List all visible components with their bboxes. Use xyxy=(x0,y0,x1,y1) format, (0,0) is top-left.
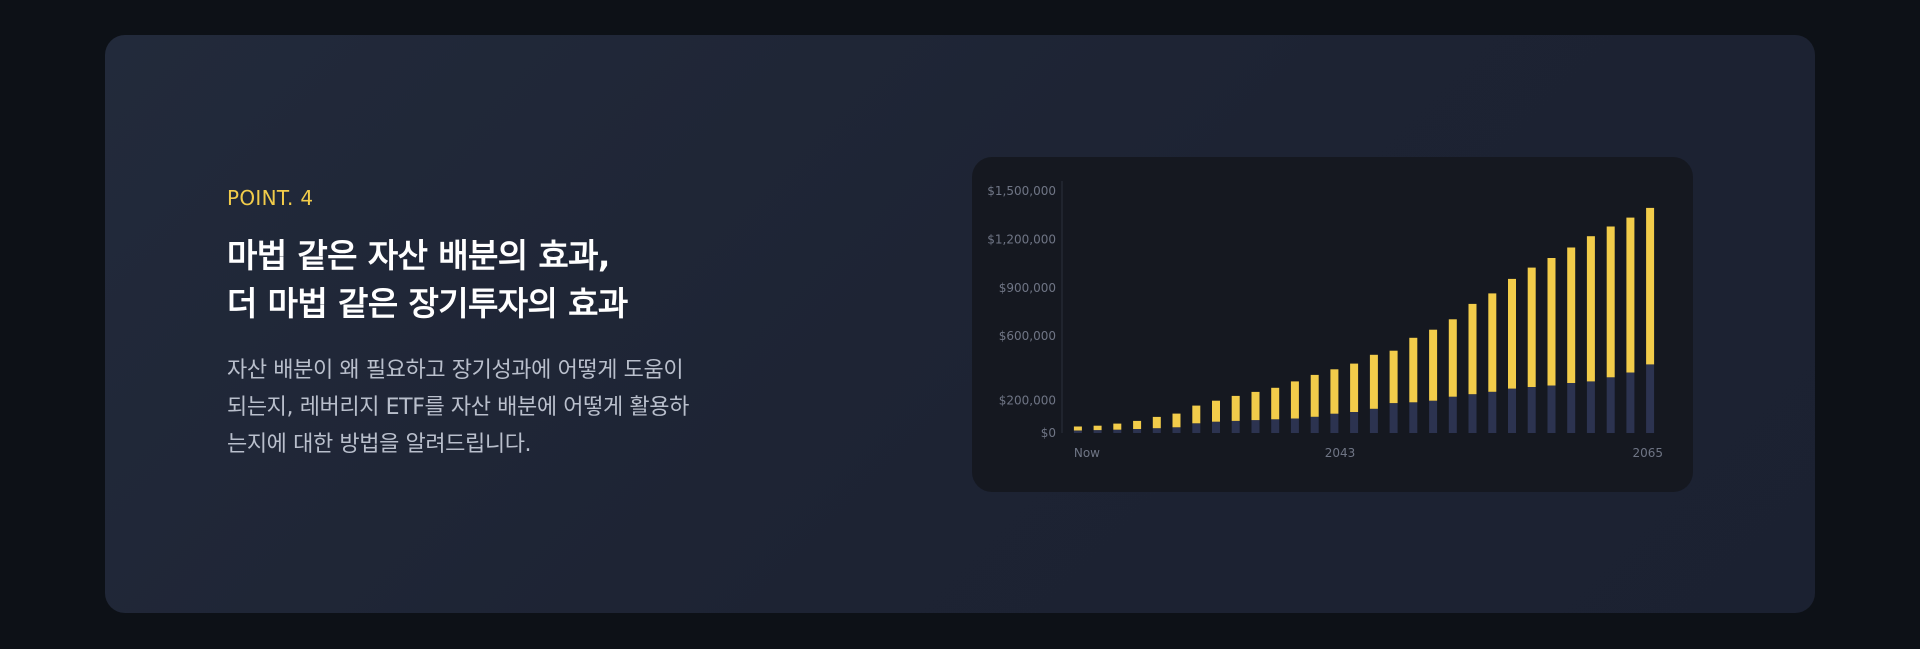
feature-text: POINT. 4 마법 같은 자산 배분의 효과, 더 마법 같은 장기투자의 … xyxy=(227,186,767,463)
bar-growth-segment xyxy=(1409,337,1418,403)
description-line-2: 되는지, 레버리지 ETF를 자산 배분에 어떻게 활용하 xyxy=(227,395,689,420)
bar-growth-segment xyxy=(1231,395,1240,421)
y-tick-label: $600,000 xyxy=(999,329,1056,343)
headline-line-1: 마법 같은 자산 배분의 효과, xyxy=(227,236,610,275)
bar-growth-segment xyxy=(1113,423,1122,430)
bar-growth-segment xyxy=(1093,425,1102,431)
y-tick-label: $1,500,000 xyxy=(987,184,1056,198)
y-axis: $0 $200,000 $600,000 $900,000 $1,200,000 $1,5… xyxy=(987,181,1063,440)
bar-growth-segment xyxy=(1448,319,1457,397)
bar-base-segment xyxy=(1310,416,1319,433)
bar-base-segment xyxy=(1251,420,1260,433)
bar-growth-segment xyxy=(1369,354,1378,409)
section-headline: 마법 같은 자산 배분의 효과, 더 마법 같은 장기투자의 효과 xyxy=(227,232,767,328)
bar-base-segment xyxy=(1488,391,1497,433)
bar-growth-segment xyxy=(1290,381,1299,419)
bars xyxy=(1073,207,1655,433)
bar-base-segment xyxy=(1172,427,1181,433)
bar-base-segment xyxy=(1133,429,1142,433)
y-tick-label: $1,200,000 xyxy=(987,232,1056,246)
bar-base-segment xyxy=(1429,400,1438,433)
bar-base-segment xyxy=(1212,421,1220,433)
bar-base-segment xyxy=(1152,428,1161,433)
bar-base-segment xyxy=(1646,364,1655,433)
bar-base-segment xyxy=(1547,385,1556,433)
bar-base-segment xyxy=(1369,408,1378,433)
bar-base-segment xyxy=(1389,403,1398,433)
bar-growth-segment xyxy=(1468,303,1477,395)
description-line-1: 자산 배분이 왜 필요하고 장기성과에 어떻게 도움이 xyxy=(227,358,684,383)
x-tick-label: Now xyxy=(1074,446,1100,460)
bar-growth-segment xyxy=(1606,226,1615,378)
growth-chart-card: $0 $200,000 $600,000 $900,000 $1,200,000 $1,5… xyxy=(972,157,1693,492)
point-label: POINT. 4 xyxy=(227,186,314,210)
bar-growth-segment xyxy=(1389,350,1398,404)
section-description: 자산 배분이 왜 필요하고 장기성과에 어떻게 도움이 되는지, 레버리지 ET… xyxy=(227,352,767,463)
bar-base-segment xyxy=(1290,418,1299,433)
bar-growth-segment xyxy=(1527,267,1536,387)
bar-base-segment xyxy=(1586,381,1595,433)
bar-growth-segment xyxy=(1646,207,1655,365)
bar-base-segment xyxy=(1231,420,1240,433)
bar-base-segment xyxy=(1626,372,1635,433)
bar-base-segment xyxy=(1093,430,1102,433)
bar-base-segment xyxy=(1508,388,1516,433)
bar-base-segment xyxy=(1192,423,1201,433)
bar-growth-segment xyxy=(1251,391,1260,421)
y-tick-label: $900,000 xyxy=(999,281,1056,295)
bar-growth-segment xyxy=(1488,293,1497,392)
y-tick-label: $0 xyxy=(1041,426,1056,440)
bar-growth-segment xyxy=(1073,426,1082,431)
bar-base-segment xyxy=(1409,402,1418,433)
bar-growth-segment xyxy=(1172,413,1181,428)
bar-base-segment xyxy=(1567,383,1576,433)
x-tick-label: 2043 xyxy=(1325,446,1356,460)
bar-base-segment xyxy=(1330,413,1339,433)
bar-growth-segment xyxy=(1192,405,1201,424)
bar-growth-segment xyxy=(1310,374,1319,417)
bar-growth-segment xyxy=(1350,363,1359,412)
growth-bar-chart: $0 $200,000 $600,000 $900,000 $1,200,000 $1,5… xyxy=(987,181,1663,460)
bar-growth-segment xyxy=(1547,258,1556,386)
bar-base-segment xyxy=(1606,377,1615,433)
x-tick-label: 2065 xyxy=(1632,446,1663,460)
bar-base-segment xyxy=(1527,387,1536,433)
bar-base-segment xyxy=(1448,396,1457,433)
bar-growth-segment xyxy=(1626,217,1635,373)
bar-growth-segment xyxy=(1152,416,1161,429)
bar-base-segment xyxy=(1271,419,1280,433)
y-tick-label: $200,000 xyxy=(999,394,1056,408)
description-line-3: 는지에 대한 방법을 알려드립니다. xyxy=(227,432,532,457)
bar-growth-segment xyxy=(1567,247,1576,383)
x-axis: Now 2043 2065 xyxy=(1074,446,1663,460)
bar-base-segment xyxy=(1113,429,1122,433)
bar-growth-segment xyxy=(1212,400,1220,422)
bar-growth-segment xyxy=(1330,369,1339,414)
bar-growth-segment xyxy=(1271,387,1280,420)
bar-growth-segment xyxy=(1133,420,1142,429)
bar-base-segment xyxy=(1073,430,1082,433)
bar-base-segment xyxy=(1350,412,1359,433)
bar-base-segment xyxy=(1468,394,1477,433)
bar-growth-segment xyxy=(1508,278,1516,389)
bar-growth-segment xyxy=(1586,236,1595,382)
headline-line-2: 더 마법 같은 장기투자의 효과 xyxy=(227,284,628,323)
bar-growth-segment xyxy=(1429,329,1438,401)
